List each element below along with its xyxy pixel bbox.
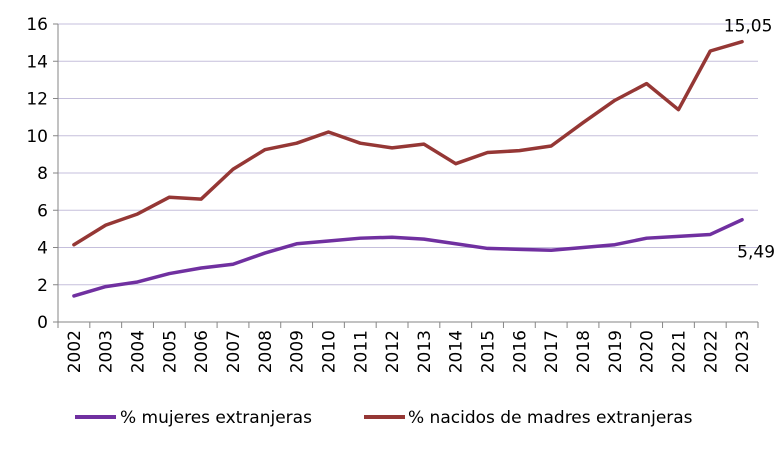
series-line-nacidos	[72, 39, 744, 247]
axes	[53, 23, 759, 328]
series-line-mujeres	[72, 217, 744, 298]
x-tick-label: 2018	[574, 330, 594, 373]
data-label-mujeres-2023: 5,49	[737, 243, 775, 263]
y-tick-label: 6	[37, 201, 48, 221]
x-tick-label: 2017	[542, 330, 562, 373]
y-tick-label: 16	[26, 15, 48, 35]
x-tick-label: 2021	[669, 330, 689, 373]
legend: % mujeres extranjeras % nacidos de madre…	[75, 408, 693, 428]
x-tick-label: 2015	[479, 330, 499, 373]
x-tick-label: 2004	[129, 330, 149, 373]
legend-label-nacidos: % nacidos de madres extranjeras	[408, 408, 693, 428]
y-tick-label: 12	[26, 90, 48, 110]
y-tick-label: 4	[37, 239, 48, 259]
x-tick-label: 2011	[351, 330, 371, 373]
x-tick-label: 2019	[606, 330, 626, 373]
x-tick-label: 2022	[701, 330, 721, 373]
y-tick-label: 10	[26, 127, 48, 147]
x-tick-label: 2010	[319, 330, 339, 373]
x-tick-label: 2012	[383, 330, 403, 373]
x-tick-label: 2016	[510, 330, 530, 373]
y-tick-label: 8	[37, 164, 48, 184]
data-label-nacidos-2023: 15,05	[724, 17, 773, 37]
x-tick-label: 2023	[733, 330, 753, 373]
gridlines	[58, 23, 758, 286]
x-tick-label: 2013	[415, 330, 435, 373]
x-tick-label: 2006	[192, 330, 212, 373]
y-tick-labels: 0 2 4 6 8 10 12 14 16	[26, 15, 48, 333]
legend-label-mujeres: % mujeres extranjeras	[120, 408, 312, 428]
x-tick-labels: 2002 2003 2004 2005 2006 2007 2008 2009 2010 2011…	[65, 330, 753, 373]
x-tick-label: 2007	[224, 330, 244, 373]
x-tick-label: 2003	[97, 330, 117, 373]
x-tick-label: 2002	[65, 330, 85, 373]
x-tick-label: 2020	[638, 330, 658, 373]
y-tick-label: 0	[37, 313, 48, 333]
x-tick-label: 2009	[288, 330, 308, 373]
series-lines	[72, 39, 744, 298]
x-tick-label: 2005	[160, 330, 180, 373]
x-tick-label: 2014	[447, 330, 467, 373]
y-tick-label: 2	[37, 276, 48, 296]
x-tick-label: 2008	[256, 330, 276, 373]
y-tick-label: 14	[26, 52, 48, 72]
